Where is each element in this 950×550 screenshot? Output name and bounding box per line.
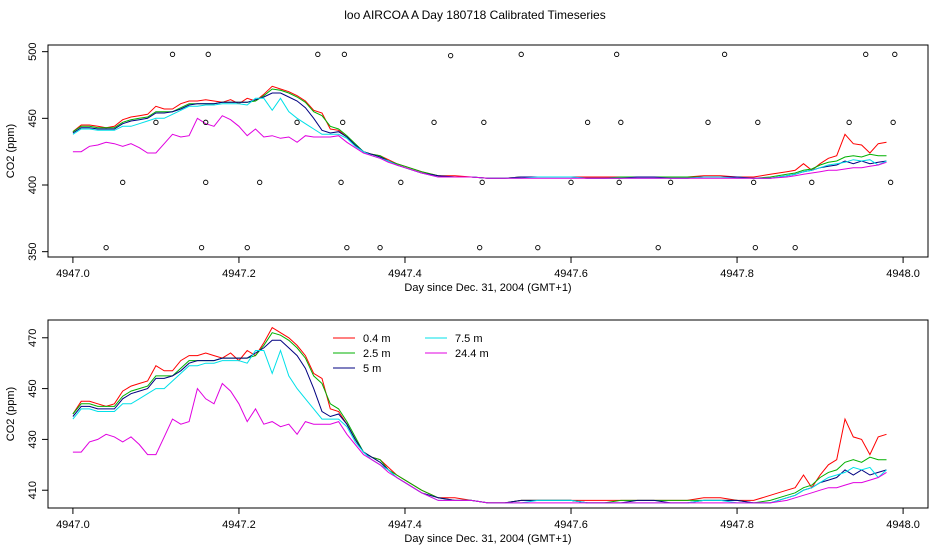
data-point (863, 51, 869, 57)
legend-label: 5 m (363, 363, 381, 375)
data-point (568, 179, 574, 185)
data-point (431, 119, 437, 125)
data-point (616, 179, 622, 185)
data-point (479, 179, 485, 185)
series-line-24-4-m (72, 115, 887, 179)
series-line-2-5-m (72, 88, 887, 179)
data-point (344, 245, 350, 251)
data-point (244, 245, 250, 251)
data-point (203, 179, 209, 185)
series-line-2-5-m (72, 332, 887, 504)
data-point (892, 51, 898, 57)
data-point (338, 179, 344, 185)
data-point (377, 245, 383, 251)
x-tick-label: 4948.0 (886, 519, 920, 531)
data-point (481, 119, 487, 125)
x-tick-label: 4947.8 (720, 519, 754, 531)
data-point (398, 179, 404, 185)
data-point (257, 179, 263, 185)
data-point (169, 51, 176, 57)
data-point (705, 119, 711, 125)
series-line-7-5-m (72, 97, 887, 179)
y-tick-label: 500 (27, 42, 39, 60)
data-point (792, 245, 798, 251)
data-point (120, 179, 126, 185)
plot-area (72, 326, 887, 504)
legend-label: 24.4 m (455, 348, 489, 360)
y-tick-label: 400 (27, 176, 39, 194)
series-line-24-4-m (72, 382, 887, 504)
series-line-5-m (72, 339, 887, 504)
data-point (341, 51, 348, 57)
y-axis-label: CO2 (ppm) (5, 387, 17, 441)
data-point (315, 51, 321, 57)
x-tick-label: 4947.0 (56, 268, 90, 280)
x-tick-label: 4947.4 (388, 268, 422, 280)
x-tick-label: 4947.8 (720, 268, 754, 280)
x-tick-label: 4947.6 (554, 519, 588, 531)
x-tick-label: 4947.2 (222, 268, 256, 280)
x-tick-label: 4947.6 (554, 268, 588, 280)
data-point (667, 179, 674, 185)
y-tick-label: 450 (27, 379, 39, 397)
plot-area (72, 85, 887, 179)
chart-title: loo AIRCOA A Day 180718 Calibrated Times… (344, 8, 606, 22)
data-point (518, 51, 524, 57)
y-tick-label: 450 (27, 109, 39, 127)
data-point (618, 119, 624, 125)
data-point (198, 245, 205, 251)
series-line-0-4-m (72, 326, 887, 504)
y-axis-label: CO2 (ppm) (5, 124, 17, 178)
y-tick-label: 470 (27, 329, 39, 347)
data-point (584, 119, 591, 125)
series-line-0-4-m (72, 85, 887, 179)
legend-label: 0.4 m (363, 333, 391, 345)
data-point (294, 119, 300, 125)
y-tick-label: 350 (27, 242, 39, 260)
data-point (846, 119, 852, 125)
x-axis-label: Day since Dec. 31, 2004 (GMT+1) (404, 282, 571, 294)
data-point (153, 119, 159, 125)
y-tick-label: 410 (27, 481, 39, 499)
data-point (755, 119, 761, 125)
data-point (751, 179, 757, 185)
data-point (887, 179, 894, 185)
data-point (203, 119, 209, 125)
series-line-7-5-m (72, 348, 887, 504)
data-point (205, 51, 211, 57)
plot-frame (47, 44, 929, 258)
x-tick-label: 4947.0 (56, 519, 90, 531)
x-tick-label: 4948.0 (886, 268, 920, 280)
data-point (535, 245, 541, 251)
data-point (721, 51, 728, 57)
legend-label: 2.5 m (363, 348, 391, 360)
x-axis-label: Day since Dec. 31, 2004 (GMT+1) (404, 533, 571, 545)
data-point (340, 119, 346, 125)
plot-frame (47, 319, 929, 509)
x-tick-label: 4947.2 (222, 519, 256, 531)
data-point (809, 179, 815, 185)
data-point (890, 119, 896, 125)
data-point (752, 245, 758, 251)
data-point (103, 245, 109, 251)
data-point (477, 245, 483, 251)
legend-label: 7.5 m (455, 333, 483, 345)
data-point (614, 51, 620, 57)
y-tick-label: 430 (27, 430, 39, 448)
data-point (655, 245, 661, 251)
x-tick-label: 4947.4 (388, 519, 422, 531)
data-point (447, 53, 454, 59)
